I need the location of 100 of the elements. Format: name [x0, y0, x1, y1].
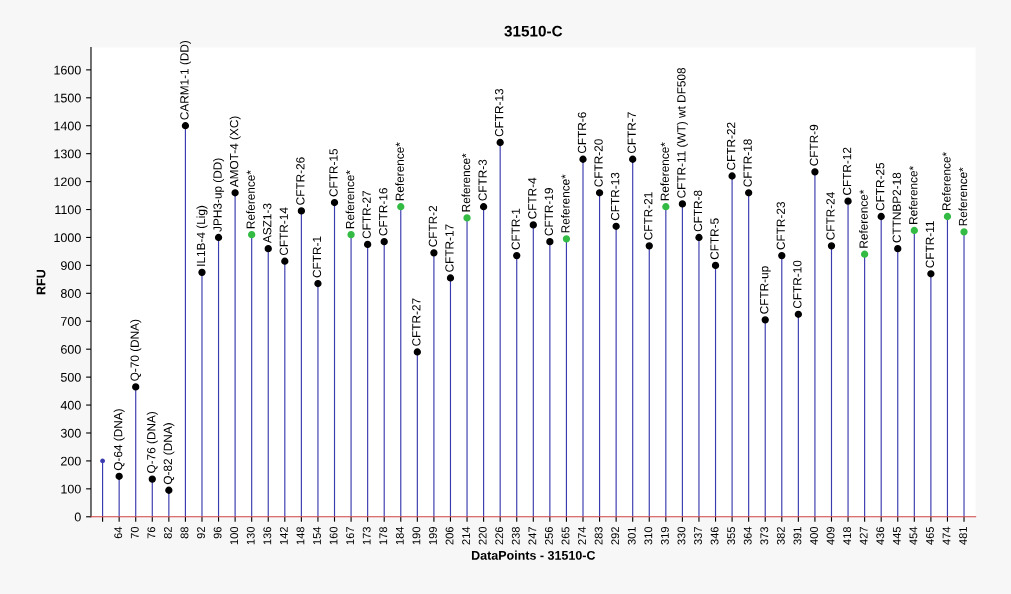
x-tick-label: 130 [246, 526, 255, 545]
x-tick-label: 337 [694, 527, 702, 545]
point [496, 138, 504, 147]
x-tick-label: 190 [412, 526, 421, 545]
x-tick-label: 136 [263, 526, 272, 545]
x-tick-label: 436 [876, 526, 885, 545]
x-tick-label: 391 [793, 527, 802, 545]
annotation: Reference* [941, 152, 951, 210]
point [314, 279, 322, 288]
annotation: CFTR-11 [925, 221, 935, 268]
y-tick-label: 200 [61, 456, 81, 466]
annotation: CTTNBP2-18 [892, 172, 901, 243]
point [148, 475, 156, 483]
point [745, 189, 753, 197]
annotation: Reference* [908, 166, 918, 224]
annotation: ASZ1-3 [263, 203, 272, 244]
point [827, 242, 836, 250]
point [894, 244, 902, 253]
y-tick-label: 500 [60, 372, 81, 382]
x-tick-label: 364 [743, 526, 752, 545]
annotation: Reference* [395, 142, 404, 201]
annotation: CFTR-17 [445, 224, 454, 272]
annotation: Q-76 (DNA) [146, 411, 158, 473]
y-tick-label: 0 [74, 512, 81, 522]
x-tick-label: 206 [445, 526, 454, 545]
annotation: CFTR-14 [279, 207, 288, 256]
x-tick-label: 265 [561, 526, 570, 545]
point [297, 207, 306, 215]
point [662, 203, 670, 211]
x-tick-label: 238 [511, 526, 520, 545]
annotation: JPH3-up (DD) [213, 158, 225, 232]
x-tick-label: 382 [776, 527, 785, 545]
y-tick-label: 1100 [55, 205, 81, 215]
x-tick-label: 76 [147, 526, 156, 539]
annotation: CFTR-9 [809, 124, 819, 166]
point [546, 238, 554, 246]
y-tick-label: 600 [61, 344, 81, 354]
annotation: CFTR-2 [428, 205, 438, 247]
annotation: CFTR-13 [610, 172, 620, 221]
y-tick-label: 700 [61, 317, 81, 326]
x-tick-label: 148 [296, 526, 305, 545]
point [264, 244, 272, 253]
point [629, 155, 637, 163]
annotation: CFTR-1 [511, 208, 520, 250]
annotation: CFTR-27 [362, 190, 371, 239]
x-tick-label: 310 [644, 526, 653, 545]
x-tick-label: 88 [180, 526, 189, 539]
x-axis-title: DataPoints - 31510-C [471, 550, 596, 560]
annotation: CFTR-23 [776, 202, 785, 250]
y-axis-title: RFU [36, 270, 46, 295]
annotation: CFTR-1 [312, 236, 322, 278]
point [579, 155, 587, 163]
x-tick-label: 70 [130, 526, 139, 539]
y-tick-label: 100 [61, 484, 81, 494]
annotation: CFTR-5 [710, 218, 719, 260]
x-tick-label: 481 [959, 527, 967, 545]
point [695, 233, 703, 242]
x-tick-label: 427 [859, 527, 868, 545]
y-tick-label: 1400 [54, 121, 81, 131]
chart-title: 31510-C [504, 25, 563, 37]
annotation: CFTR-13 [494, 88, 504, 137]
x-tick-label: 445 [892, 526, 901, 545]
annotation: CFTR-18 [743, 139, 752, 187]
point [347, 231, 355, 239]
annotation: Reference* [958, 167, 968, 226]
annotation: CFTR-24 [826, 192, 835, 240]
x-tick-label: 167 [346, 527, 355, 545]
annotation: Q-82 (DNA) [163, 423, 175, 485]
annotation: Reference* [246, 170, 255, 229]
x-tick-label: 400 [810, 526, 818, 545]
x-tick-label: 274 [578, 526, 586, 545]
x-tick-label: 409 [826, 527, 835, 545]
annotation: CFTR-up [760, 266, 771, 314]
annotation: CFTR-7 [627, 112, 636, 154]
annotation: CFTR-22 [726, 122, 736, 170]
point [463, 214, 471, 222]
annotation: Reference* [859, 189, 868, 248]
annotation: Q-70 (DNA) [130, 319, 142, 381]
x-tick-label: 184 [395, 526, 404, 545]
x-tick-label: 355 [727, 526, 736, 545]
x-tick-label: 346 [710, 526, 719, 545]
x-tick-label: 173 [362, 526, 371, 545]
point [811, 168, 819, 176]
point [761, 316, 769, 324]
point [115, 472, 123, 480]
point [711, 261, 720, 270]
annotation: CFTR-10 [793, 260, 802, 309]
annotation: AMOT-4 (XC) [229, 116, 241, 188]
x-tick-label: 214 [462, 526, 470, 545]
point [165, 486, 173, 494]
x-tick-label: 454 [909, 526, 918, 545]
x-tick-label: 226 [495, 526, 504, 545]
annotation: Reference* [560, 174, 570, 233]
annotation: CFTR-16 [379, 188, 388, 236]
y-tick-label: 900 [61, 261, 81, 271]
x-tick-label: 256 [544, 526, 553, 545]
annotation: CFTR-8 [693, 190, 703, 232]
x-tick-label: 199 [429, 527, 437, 545]
y-tick-label: 400 [60, 400, 81, 410]
annotation: CFTR-25 [876, 162, 885, 211]
